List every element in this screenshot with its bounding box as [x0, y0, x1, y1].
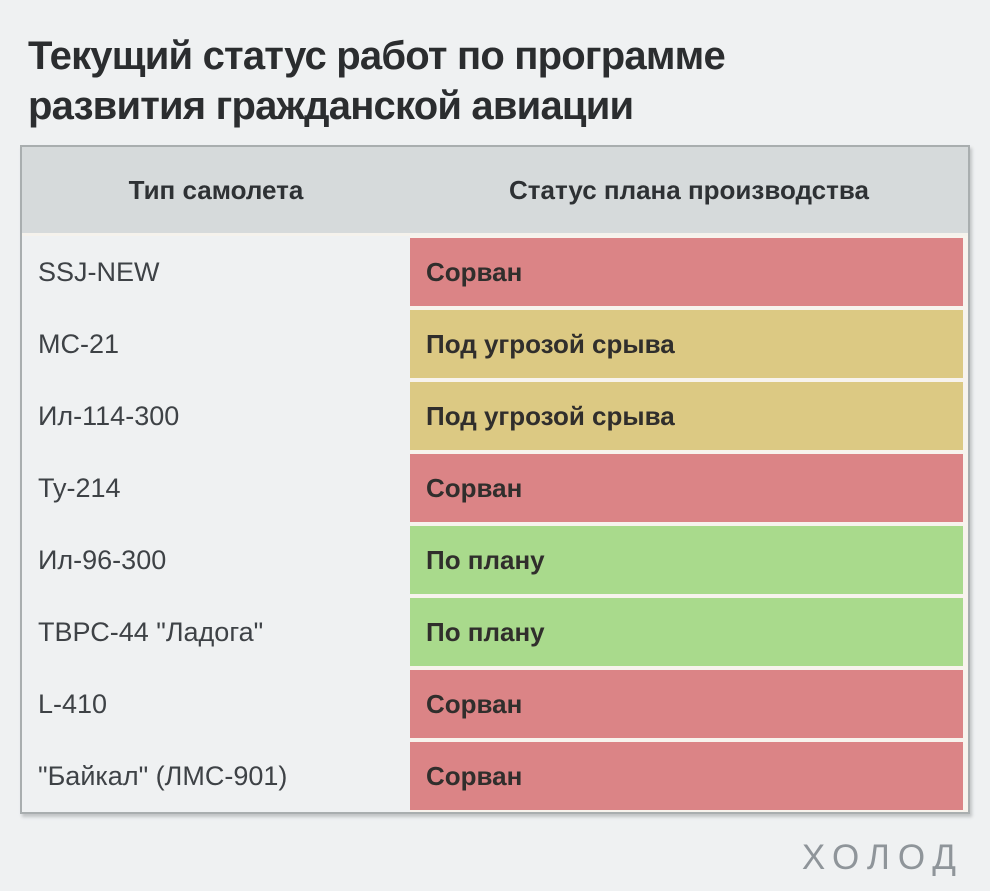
status-cell: По плану [410, 524, 968, 596]
page-title-line-2: развития гражданской авиации [28, 83, 634, 128]
header-cell-aircraft-type: Тип самолета [128, 174, 304, 205]
table-row: ТВРС-44 "Ладога" По плану [22, 596, 968, 668]
status-cell: Под угрозой срыва [410, 380, 968, 452]
status-cell: Под угрозой срыва [410, 308, 968, 380]
status-badge: Под угрозой срыва [410, 382, 963, 450]
status-badge: По плану [410, 526, 963, 594]
status-cell: Сорван [410, 236, 968, 308]
status-badge: Сорван [410, 238, 963, 306]
status-cell: Сорван [410, 452, 968, 524]
table-row: "Байкал" (ЛМС-901) Сорван [22, 740, 968, 812]
table-row: Ту-214 Сорван [22, 452, 968, 524]
status-cell: Сорван [410, 740, 968, 812]
aircraft-type-cell: МС-21 [22, 308, 410, 380]
table-row: Ил-96-300 По плану [22, 524, 968, 596]
aircraft-type-cell: ТВРС-44 "Ладога" [22, 596, 410, 668]
aircraft-type-cell: "Байкал" (ЛМС-901) [22, 740, 410, 812]
table-header-row: Тип самолета Статус плана производства [22, 147, 968, 236]
table-row: L-410 Сорван [22, 668, 968, 740]
status-badge: Сорван [410, 454, 963, 522]
aircraft-type-cell: Ил-96-300 [22, 524, 410, 596]
table-body: SSJ-NEW Сорван МС-21 Под угрозой срыва И… [22, 236, 968, 812]
table-row: SSJ-NEW Сорван [22, 236, 968, 308]
status-badge: По плану [410, 598, 963, 666]
status-cell: Сорван [410, 668, 968, 740]
status-badge: Сорван [410, 742, 963, 810]
status-cell: По плану [410, 596, 968, 668]
aircraft-type-cell: Ил-114-300 [22, 380, 410, 452]
status-badge: Сорван [410, 670, 963, 738]
page-title: Текущий статус работ по программе развит… [28, 31, 726, 131]
page-title-line-1: Текущий статус работ по программе [28, 33, 726, 78]
table-row: Ил-114-300 Под угрозой срыва [22, 380, 968, 452]
table-row: МС-21 Под угрозой срыва [22, 308, 968, 380]
aircraft-type-cell: Ту-214 [22, 452, 410, 524]
aircraft-type-cell: SSJ-NEW [22, 236, 410, 308]
aircraft-type-cell: L-410 [22, 668, 410, 740]
header-cell-production-status: Статус плана производства [509, 174, 869, 205]
status-badge: Под угрозой срыва [410, 310, 963, 378]
status-table: Тип самолета Статус плана производства S… [20, 145, 970, 814]
brand-logo: ХОЛОД [801, 838, 964, 877]
